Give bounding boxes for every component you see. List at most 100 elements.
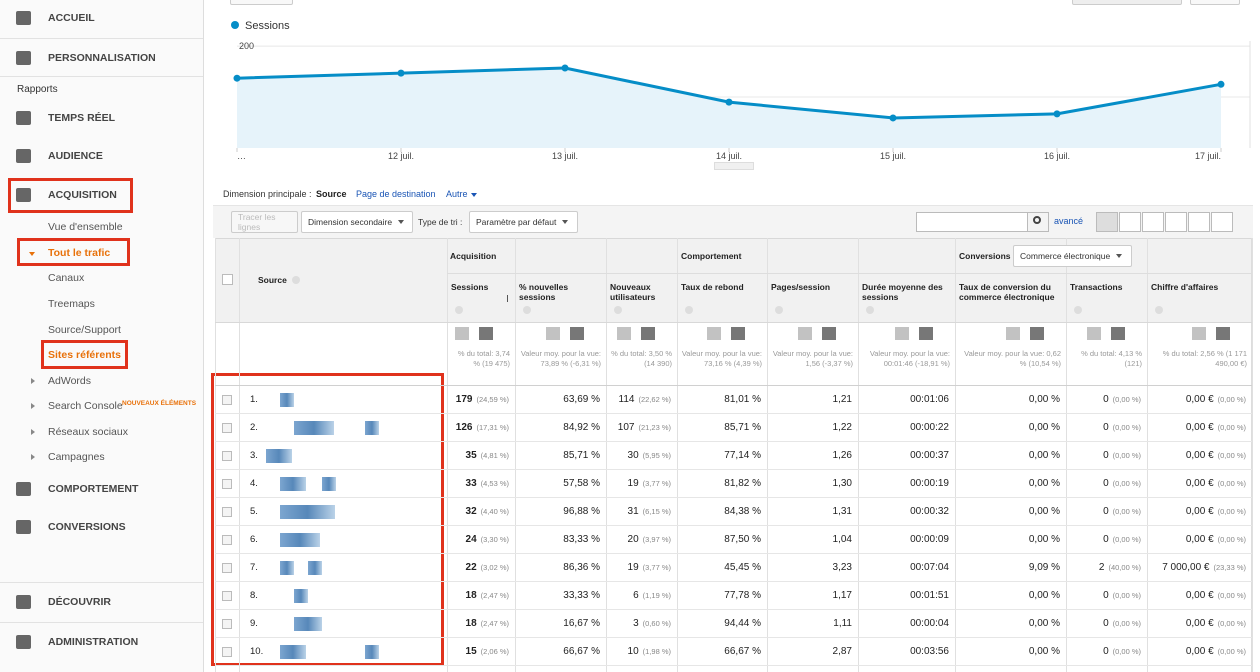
- redacted-source[interactable]: [308, 561, 322, 575]
- row-checkbox[interactable]: [222, 647, 232, 657]
- row-checkbox[interactable]: [222, 619, 232, 629]
- conversion-select-label[interactable]: Commerce électronique: [1020, 251, 1111, 261]
- view-toggle[interactable]: [1119, 212, 1141, 232]
- source-header[interactable]: Source: [258, 275, 287, 285]
- view-toggle[interactable]: [1165, 212, 1187, 232]
- advanced-link[interactable]: avancé: [1054, 216, 1084, 226]
- column-header[interactable]: Pages/session: [771, 282, 831, 292]
- dimension-option[interactable]: Page de destination: [356, 189, 436, 199]
- x-tick-label: 14 juil.: [716, 151, 742, 161]
- row-checkbox[interactable]: [222, 395, 232, 405]
- nav-item[interactable]: Treemaps: [48, 298, 95, 310]
- cell-value: 33: [465, 478, 477, 489]
- redacted-source[interactable]: [280, 477, 306, 491]
- conversion-select[interactable]: Commerce électronique: [1013, 245, 1132, 267]
- dimension-option-label[interactable]: Autre: [446, 189, 468, 199]
- redacted-source[interactable]: [365, 421, 379, 435]
- row-checkbox[interactable]: [222, 591, 232, 601]
- nav-item[interactable]: PERSONNALISATION: [48, 52, 156, 64]
- cell-share: (5,95 %): [642, 451, 671, 460]
- redacted-source[interactable]: [280, 561, 294, 575]
- help-icon: [775, 306, 783, 314]
- nav-item[interactable]: Search Console: [48, 400, 123, 412]
- column-header[interactable]: Chiffre d'affaires: [1151, 282, 1219, 292]
- row-divider: [215, 413, 1252, 414]
- redacted-source[interactable]: [294, 617, 322, 631]
- row-checkbox[interactable]: [222, 535, 232, 545]
- highlight-box: [17, 238, 130, 266]
- cell-share: (3,77 %): [642, 479, 671, 488]
- nav-item[interactable]: Tout le trafic: [48, 247, 111, 259]
- nav-item[interactable]: Rapports: [17, 84, 58, 95]
- sort-select[interactable]: Paramètre par défaut: [469, 211, 578, 233]
- nav-item[interactable]: Canaux: [48, 272, 85, 284]
- nav-item[interactable]: AdWords: [48, 375, 91, 387]
- redacted-source[interactable]: [280, 533, 320, 547]
- point: [233, 74, 241, 82]
- column-divider: [447, 238, 448, 672]
- redacted-source[interactable]: [322, 477, 336, 491]
- row-checkbox[interactable]: [222, 423, 232, 433]
- table-cell: 7 000,00 € (23,33 %): [1149, 562, 1246, 573]
- column-header[interactable]: % nouvelles sessions: [519, 282, 569, 302]
- view-toggle[interactable]: [1188, 212, 1210, 232]
- sort-select-label[interactable]: Paramètre par défaut: [476, 217, 557, 227]
- column-header[interactable]: Sessions: [451, 282, 489, 292]
- cell-value: 00:03:56: [910, 646, 949, 657]
- cell-share: (0,00 %): [1112, 647, 1141, 656]
- column-divider: [1147, 238, 1148, 672]
- nav-item[interactable]: Source/Support: [48, 324, 121, 336]
- redacted-source[interactable]: [280, 393, 294, 407]
- secondary-dimension-select[interactable]: Dimension secondaire: [301, 211, 413, 233]
- redacted-source[interactable]: [294, 589, 308, 603]
- search-input[interactable]: [916, 212, 1028, 232]
- cell-value: 85,71 %: [563, 450, 600, 461]
- nav-item[interactable]: ACQUISITION: [48, 189, 117, 201]
- column-header[interactable]: Durée moyenne des sessions: [862, 282, 943, 302]
- secondary-dimension-select-label[interactable]: Dimension secondaire: [308, 217, 393, 227]
- column-header[interactable]: Nouveaux utilisateurs: [610, 282, 656, 302]
- cell-value: 0,00 %: [1028, 506, 1060, 517]
- nav-item[interactable]: TEMPS RÉEL: [48, 112, 116, 124]
- redacted-source[interactable]: [365, 645, 379, 659]
- cell-value: 126: [455, 422, 473, 433]
- nav-item[interactable]: DÉCOUVRIR: [48, 596, 112, 608]
- cell-value: 0,00 %: [1028, 534, 1060, 545]
- nav-item[interactable]: ACCUEIL: [48, 12, 95, 24]
- redacted-source[interactable]: [294, 421, 334, 435]
- select-all-checkbox[interactable]: [222, 274, 233, 285]
- nav-item[interactable]: COMPORTEMENT: [48, 483, 139, 495]
- view-toggle[interactable]: [1211, 212, 1233, 232]
- column-header[interactable]: Taux de conversion du commerce électroni…: [959, 282, 1055, 302]
- nav-item[interactable]: ADMINISTRATION: [48, 636, 139, 648]
- nav-item[interactable]: Réseaux sociaux: [48, 426, 128, 438]
- dimension-option[interactable]: Autre: [446, 189, 477, 199]
- redacted-source[interactable]: [266, 449, 292, 463]
- cell-value: 0,00 %: [1028, 450, 1060, 461]
- row-checkbox[interactable]: [222, 507, 232, 517]
- row-checkbox[interactable]: [222, 563, 232, 573]
- plot-rows-button-label[interactable]: Tracer les lignes: [238, 212, 276, 232]
- cell-share: (0,00 %): [1217, 591, 1246, 600]
- x-tick-label: 13 juil.: [552, 151, 578, 161]
- row-checkbox[interactable]: [222, 451, 232, 461]
- row-index: 5.: [250, 506, 258, 517]
- redacted-source[interactable]: [280, 645, 306, 659]
- row-checkbox[interactable]: [222, 479, 232, 489]
- cell-value: 45,45 %: [724, 562, 761, 573]
- nav-item[interactable]: AUDIENCE: [48, 150, 103, 162]
- column-header[interactable]: Transactions: [1070, 282, 1123, 292]
- dimension-option[interactable]: Source: [316, 189, 347, 199]
- row-index: 10.: [250, 646, 264, 657]
- table-cell: 30 (5,95 %): [608, 450, 671, 461]
- nav-item[interactable]: CONVERSIONS: [48, 521, 126, 533]
- column-header[interactable]: Taux de rebond: [681, 282, 744, 292]
- redacted-source[interactable]: [280, 505, 335, 519]
- view-toggle[interactable]: [1142, 212, 1164, 232]
- plot-rows-button[interactable]: Tracer les lignes: [231, 211, 298, 233]
- view-toggle[interactable]: [1096, 212, 1118, 232]
- nav-item[interactable]: Campagnes: [48, 451, 105, 463]
- cell-value: 77,78 %: [724, 590, 761, 601]
- nav-item[interactable]: Sites référents: [48, 349, 121, 361]
- nav-item[interactable]: Vue d'ensemble: [48, 221, 123, 233]
